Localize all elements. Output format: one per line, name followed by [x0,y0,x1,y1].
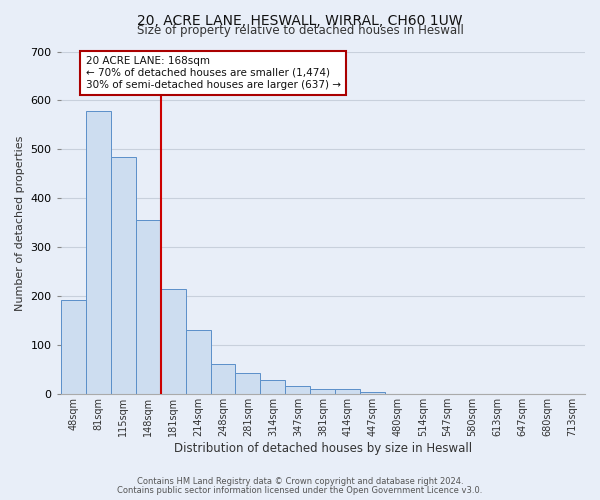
Y-axis label: Number of detached properties: Number of detached properties [15,135,25,310]
Bar [260,380,286,394]
Bar [61,300,86,394]
Bar [335,389,361,394]
Text: Contains HM Land Registry data © Crown copyright and database right 2024.: Contains HM Land Registry data © Crown c… [137,477,463,486]
Bar [136,220,161,394]
Text: 20, ACRE LANE, HESWALL, WIRRAL, CH60 1UW: 20, ACRE LANE, HESWALL, WIRRAL, CH60 1UW [137,14,463,28]
Bar [161,289,185,395]
Text: Size of property relative to detached houses in Heswall: Size of property relative to detached ho… [137,24,463,37]
Text: Contains public sector information licensed under the Open Government Licence v3: Contains public sector information licen… [118,486,482,495]
Bar [211,364,235,394]
Bar [235,372,260,394]
Bar [185,330,211,394]
Bar [361,392,385,394]
Text: 20 ACRE LANE: 168sqm
← 70% of detached houses are smaller (1,474)
30% of semi-de: 20 ACRE LANE: 168sqm ← 70% of detached h… [86,56,341,90]
Bar [86,111,110,395]
Bar [110,158,136,394]
Bar [310,390,335,394]
X-axis label: Distribution of detached houses by size in Heswall: Distribution of detached houses by size … [174,442,472,455]
Bar [286,386,310,394]
